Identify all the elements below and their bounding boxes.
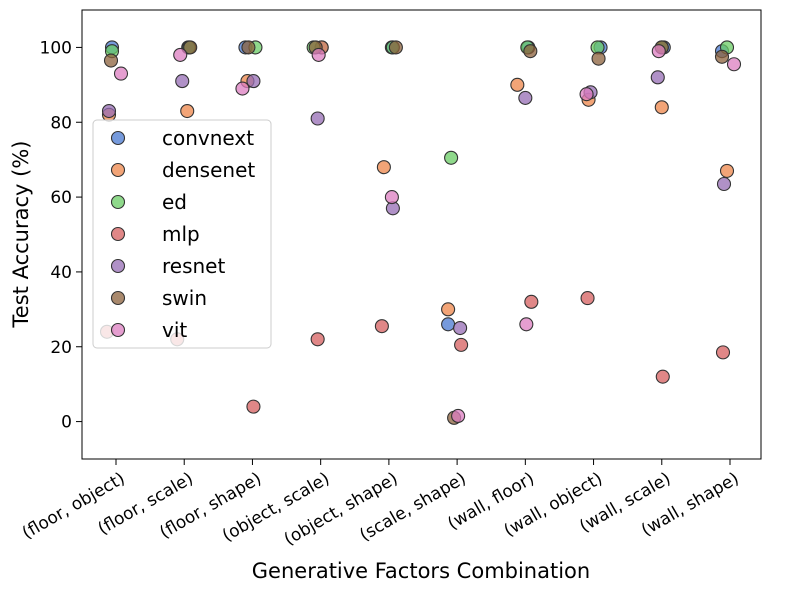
- point-vit: [451, 408, 466, 424]
- point-mlp: [310, 332, 325, 347]
- point-densenet: [510, 77, 525, 92]
- point-swin: [103, 53, 119, 68]
- legend-label-swin: swin: [162, 286, 207, 310]
- point-vit: [651, 44, 666, 59]
- legend-label-ed: ed: [162, 190, 187, 214]
- point-resnet: [650, 70, 665, 85]
- point-mlp: [454, 337, 469, 352]
- y-tick-label: 60: [50, 188, 72, 208]
- point-vit: [235, 81, 250, 96]
- point-densenet: [654, 100, 669, 115]
- legend-marker-resnet: [110, 258, 126, 274]
- point-resnet: [246, 74, 261, 89]
- legend-label-vit: vit: [162, 318, 187, 342]
- point-vit: [519, 317, 534, 332]
- x-tick-label: (object, shape): [281, 469, 402, 550]
- legend-marker-convnext: [110, 130, 126, 146]
- y-tick-label: 40: [50, 263, 72, 283]
- point-swin: [388, 40, 403, 55]
- y-axis-ticks: 0 20 40 60 80 100: [40, 38, 82, 433]
- legend-marker-swin: [110, 290, 126, 306]
- point-mlp: [655, 369, 670, 384]
- x-axis-label: Generative Factors Combination: [252, 559, 590, 583]
- point-densenet: [719, 163, 735, 178]
- point-swin: [183, 40, 198, 55]
- point-resnet: [101, 103, 117, 119]
- point-ed: [444, 150, 459, 165]
- point-resnet: [310, 111, 325, 126]
- point-vit: [173, 47, 188, 62]
- point-mlp: [246, 399, 261, 414]
- point-vit: [579, 87, 594, 102]
- point-resnet: [453, 320, 468, 336]
- legend-label-mlp: mlp: [162, 222, 200, 246]
- point-mlp: [715, 345, 731, 360]
- y-tick-label: 20: [50, 338, 72, 358]
- y-axis-label: Test Accuracy (%): [9, 141, 33, 329]
- plot-frame: [81, 9, 762, 460]
- point-densenet: [180, 103, 195, 119]
- point-resnet: [518, 90, 533, 105]
- point-swin: [714, 49, 730, 64]
- point-mlp: [580, 291, 595, 306]
- legend-marker-mlp: [110, 226, 126, 242]
- legend-box: [92, 119, 272, 349]
- point-resnet: [175, 74, 190, 89]
- legend-label-convnext: convnext: [162, 126, 254, 150]
- point-convnext: [441, 317, 456, 332]
- point-vit: [384, 190, 399, 205]
- point-swin: [523, 44, 538, 59]
- x-axis-ticks: (floor, object)(floor, scale)(floor, sha…: [19, 459, 743, 550]
- point-swin: [241, 40, 256, 55]
- point-swin: [591, 51, 606, 66]
- point-vit: [311, 47, 326, 62]
- point-densenet: [441, 302, 456, 317]
- point-vit: [113, 66, 129, 81]
- y-tick-label: 100: [40, 38, 72, 58]
- legend-marker-ed: [110, 194, 126, 210]
- y-tick-label: 0: [61, 413, 72, 433]
- legend-label-densenet: densenet: [162, 158, 255, 182]
- legend-label-resnet: resnet: [162, 254, 225, 278]
- point-mlp: [524, 294, 539, 309]
- legend-marker-densenet: [110, 162, 126, 178]
- legend: convnext densenet ed mlp resnet swin vit: [92, 119, 272, 349]
- point-resnet: [716, 176, 732, 192]
- point-mlp: [374, 319, 389, 334]
- point-vit: [726, 57, 742, 72]
- y-tick-label: 80: [50, 113, 72, 133]
- legend-marker-vit: [110, 322, 126, 338]
- point-densenet: [376, 160, 391, 175]
